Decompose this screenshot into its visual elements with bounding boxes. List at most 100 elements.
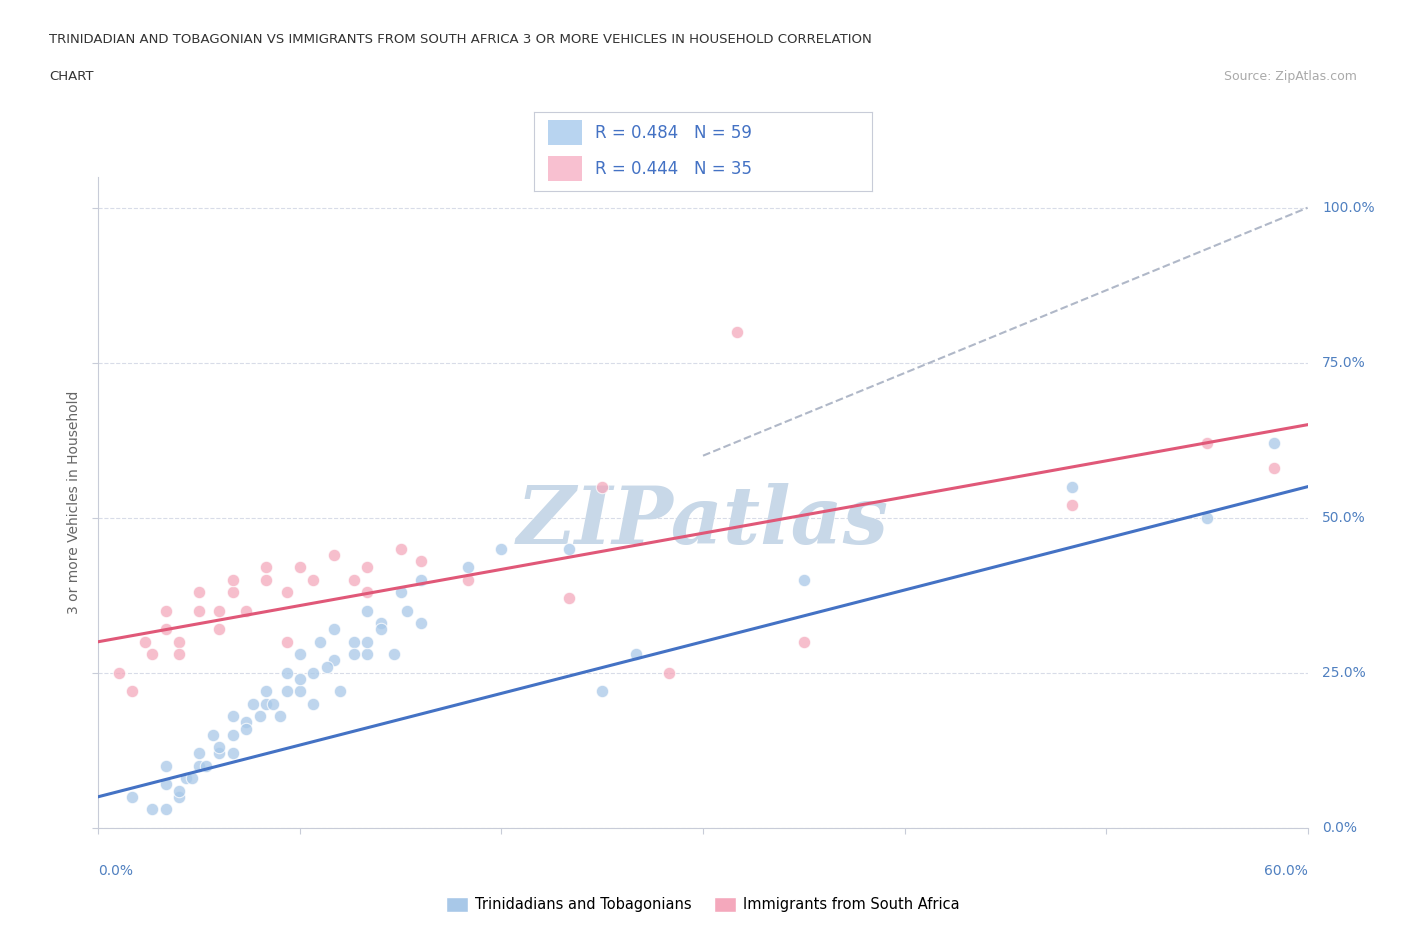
Bar <box>548 156 582 181</box>
Point <box>188 585 211 600</box>
Point <box>491 541 513 556</box>
Point <box>222 709 245 724</box>
Point <box>322 548 344 563</box>
Point <box>389 585 412 600</box>
Point <box>194 758 217 773</box>
Point <box>309 634 332 649</box>
Point <box>356 585 378 600</box>
Point <box>288 671 311 686</box>
Point <box>121 684 143 698</box>
Point <box>457 572 479 587</box>
Point <box>370 622 392 637</box>
Point <box>322 653 344 668</box>
Point <box>356 560 378 575</box>
Point <box>356 646 378 661</box>
Point <box>370 616 392 631</box>
Point <box>302 697 325 711</box>
Point <box>343 572 366 587</box>
Point <box>222 746 245 761</box>
Point <box>134 634 156 649</box>
Point <box>242 697 264 711</box>
Point <box>409 553 432 568</box>
Point <box>254 572 277 587</box>
Point <box>1062 498 1084 512</box>
Point <box>1263 436 1285 451</box>
Point <box>249 709 271 724</box>
Point <box>356 604 378 618</box>
Point <box>155 777 177 791</box>
Point <box>222 727 245 742</box>
Point <box>235 721 257 736</box>
Point <box>155 758 177 773</box>
Point <box>396 604 419 618</box>
Text: ZIPatlas: ZIPatlas <box>517 483 889 561</box>
Point <box>1195 436 1218 451</box>
Bar <box>548 120 582 145</box>
Point <box>188 758 211 773</box>
Point <box>167 790 190 804</box>
Point <box>315 659 337 674</box>
Point <box>557 591 579 605</box>
Point <box>262 697 284 711</box>
Y-axis label: 3 or more Vehicles in Household: 3 or more Vehicles in Household <box>67 391 82 614</box>
Text: 100.0%: 100.0% <box>1322 201 1375 215</box>
Point <box>356 634 378 649</box>
Point <box>288 684 311 698</box>
Point <box>235 604 257 618</box>
Point <box>208 746 231 761</box>
Point <box>155 604 177 618</box>
Point <box>254 560 277 575</box>
Point <box>167 646 190 661</box>
Point <box>343 646 366 661</box>
Point <box>389 541 412 556</box>
Point <box>288 560 311 575</box>
Point <box>409 616 432 631</box>
Point <box>343 634 366 649</box>
Text: TRINIDADIAN AND TOBAGONIAN VS IMMIGRANTS FROM SOUTH AFRICA 3 OR MORE VEHICLES IN: TRINIDADIAN AND TOBAGONIAN VS IMMIGRANTS… <box>49 33 872 46</box>
Text: 60.0%: 60.0% <box>1264 863 1308 878</box>
Point <box>725 325 748 339</box>
Point <box>658 665 681 680</box>
Text: CHART: CHART <box>49 70 94 83</box>
Point <box>557 541 579 556</box>
Point <box>254 684 277 698</box>
Point <box>188 604 211 618</box>
Point <box>174 771 197 786</box>
Point <box>302 572 325 587</box>
Point <box>155 802 177 817</box>
Point <box>1195 511 1218 525</box>
Point <box>793 634 815 649</box>
Point <box>254 697 277 711</box>
Point <box>409 572 432 587</box>
Point <box>107 665 129 680</box>
Text: R = 0.444   N = 35: R = 0.444 N = 35 <box>595 160 752 178</box>
Point <box>1263 460 1285 475</box>
Point <box>167 783 190 798</box>
Point <box>222 572 245 587</box>
Text: 75.0%: 75.0% <box>1322 355 1365 370</box>
Point <box>235 715 257 730</box>
Legend: Trinidadians and Tobagonians, Immigrants from South Africa: Trinidadians and Tobagonians, Immigrants… <box>440 891 966 918</box>
Point <box>208 604 231 618</box>
Point <box>141 646 163 661</box>
Point <box>188 746 211 761</box>
Point <box>208 622 231 637</box>
Point <box>793 572 815 587</box>
Point <box>276 585 298 600</box>
Point <box>222 585 245 600</box>
Point <box>322 622 344 637</box>
Point <box>624 646 647 661</box>
Point <box>276 684 298 698</box>
Text: 0.0%: 0.0% <box>1322 820 1357 835</box>
Point <box>1062 479 1084 494</box>
Point <box>288 646 311 661</box>
Point <box>457 560 479 575</box>
Point <box>121 790 143 804</box>
Point <box>302 665 325 680</box>
Point <box>141 802 163 817</box>
Point <box>269 709 291 724</box>
Point <box>201 727 224 742</box>
Point <box>382 646 405 661</box>
Text: 0.0%: 0.0% <box>98 863 134 878</box>
Point <box>208 739 231 754</box>
